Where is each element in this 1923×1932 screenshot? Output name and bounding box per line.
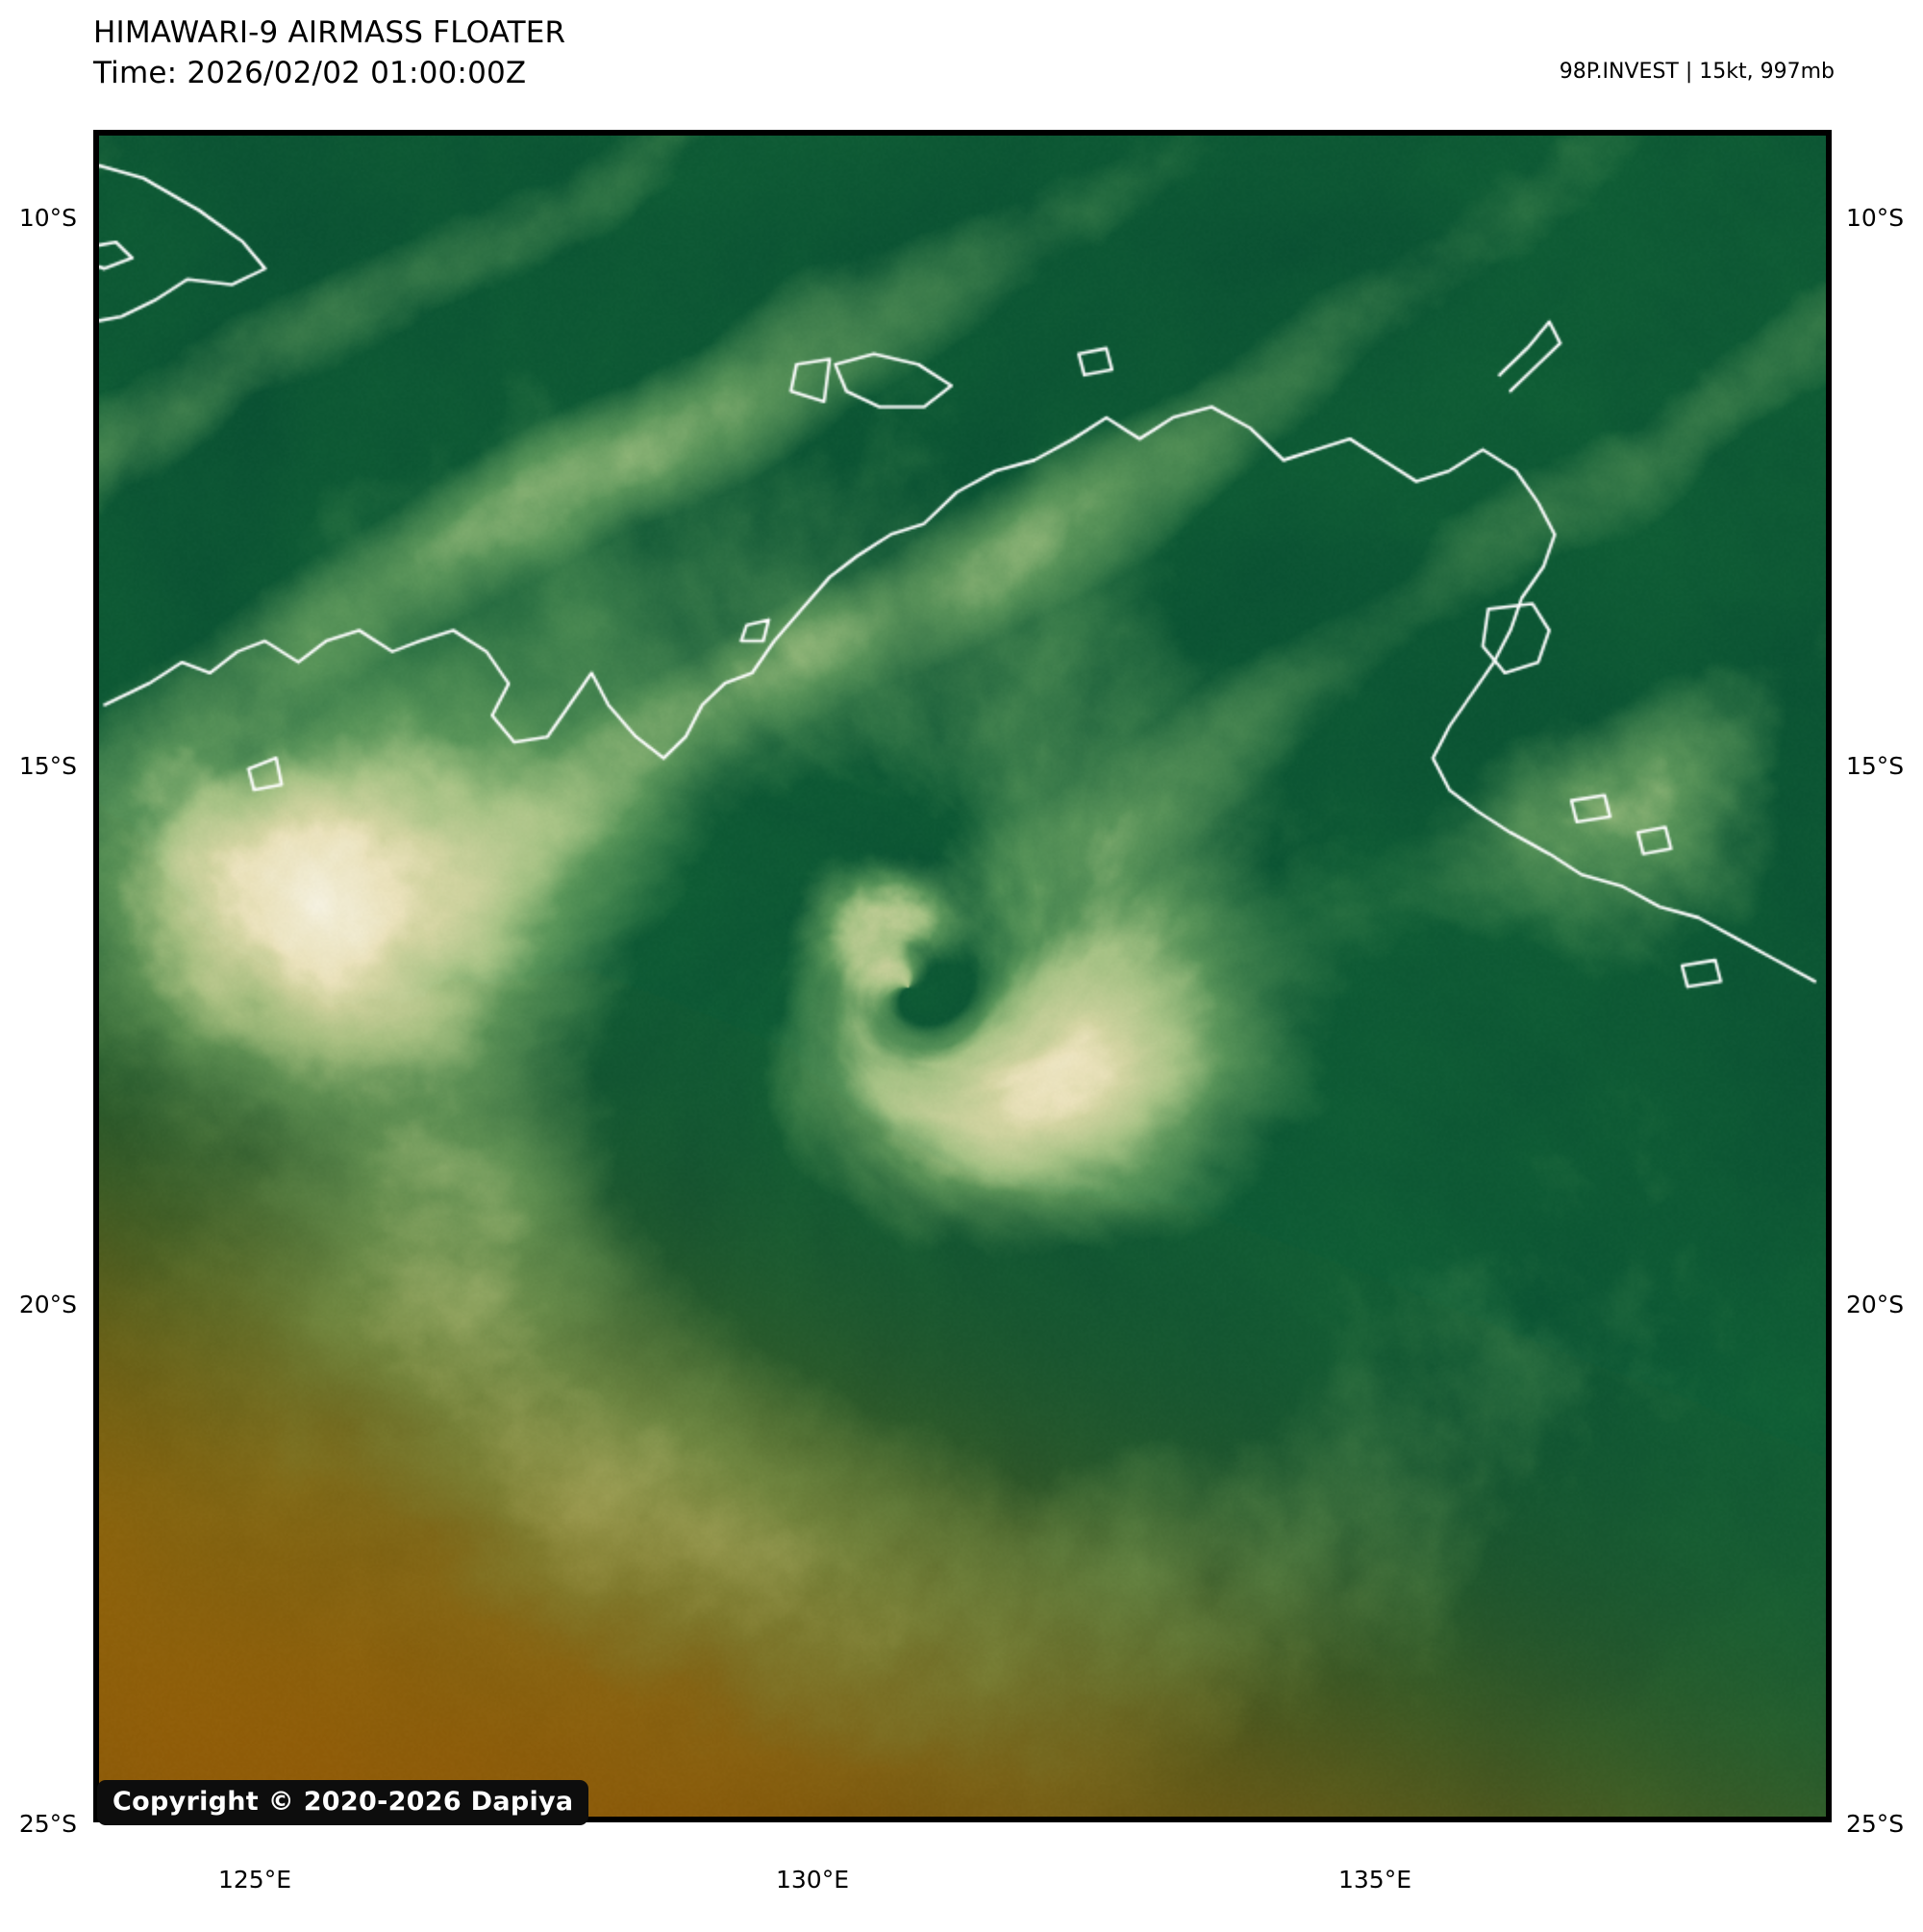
timestamp-label: Time: 2026/02/02 01:00:00Z [93, 56, 527, 90]
copyright-badge: Copyright © 2020-2026 Dapiya [97, 1780, 589, 1825]
lon-tick-0: 125°E [217, 1866, 291, 1894]
airmass-rgb-imagery [99, 136, 1826, 1817]
lat-tick-right-1: 15°S [1846, 752, 1905, 780]
page-title: HIMAWARI-9 AIRMASS FLOATER [93, 15, 566, 50]
lat-tick-left-0: 10°S [18, 204, 77, 232]
lat-tick-left-1: 15°S [18, 752, 77, 780]
lat-tick-left-3: 25°S [18, 1810, 77, 1838]
satellite-image-frame[interactable] [93, 130, 1832, 1822]
lat-tick-right-2: 20°S [1846, 1291, 1905, 1318]
lat-tick-left-2: 20°S [18, 1291, 77, 1318]
lat-tick-right-3: 25°S [1846, 1810, 1905, 1838]
storm-metadata-label: 98P.INVEST | 15kt, 997mb [1559, 60, 1835, 84]
lon-tick-2: 135°E [1337, 1866, 1411, 1894]
lon-tick-1: 130°E [775, 1866, 849, 1894]
lat-tick-right-0: 10°S [1846, 204, 1905, 232]
